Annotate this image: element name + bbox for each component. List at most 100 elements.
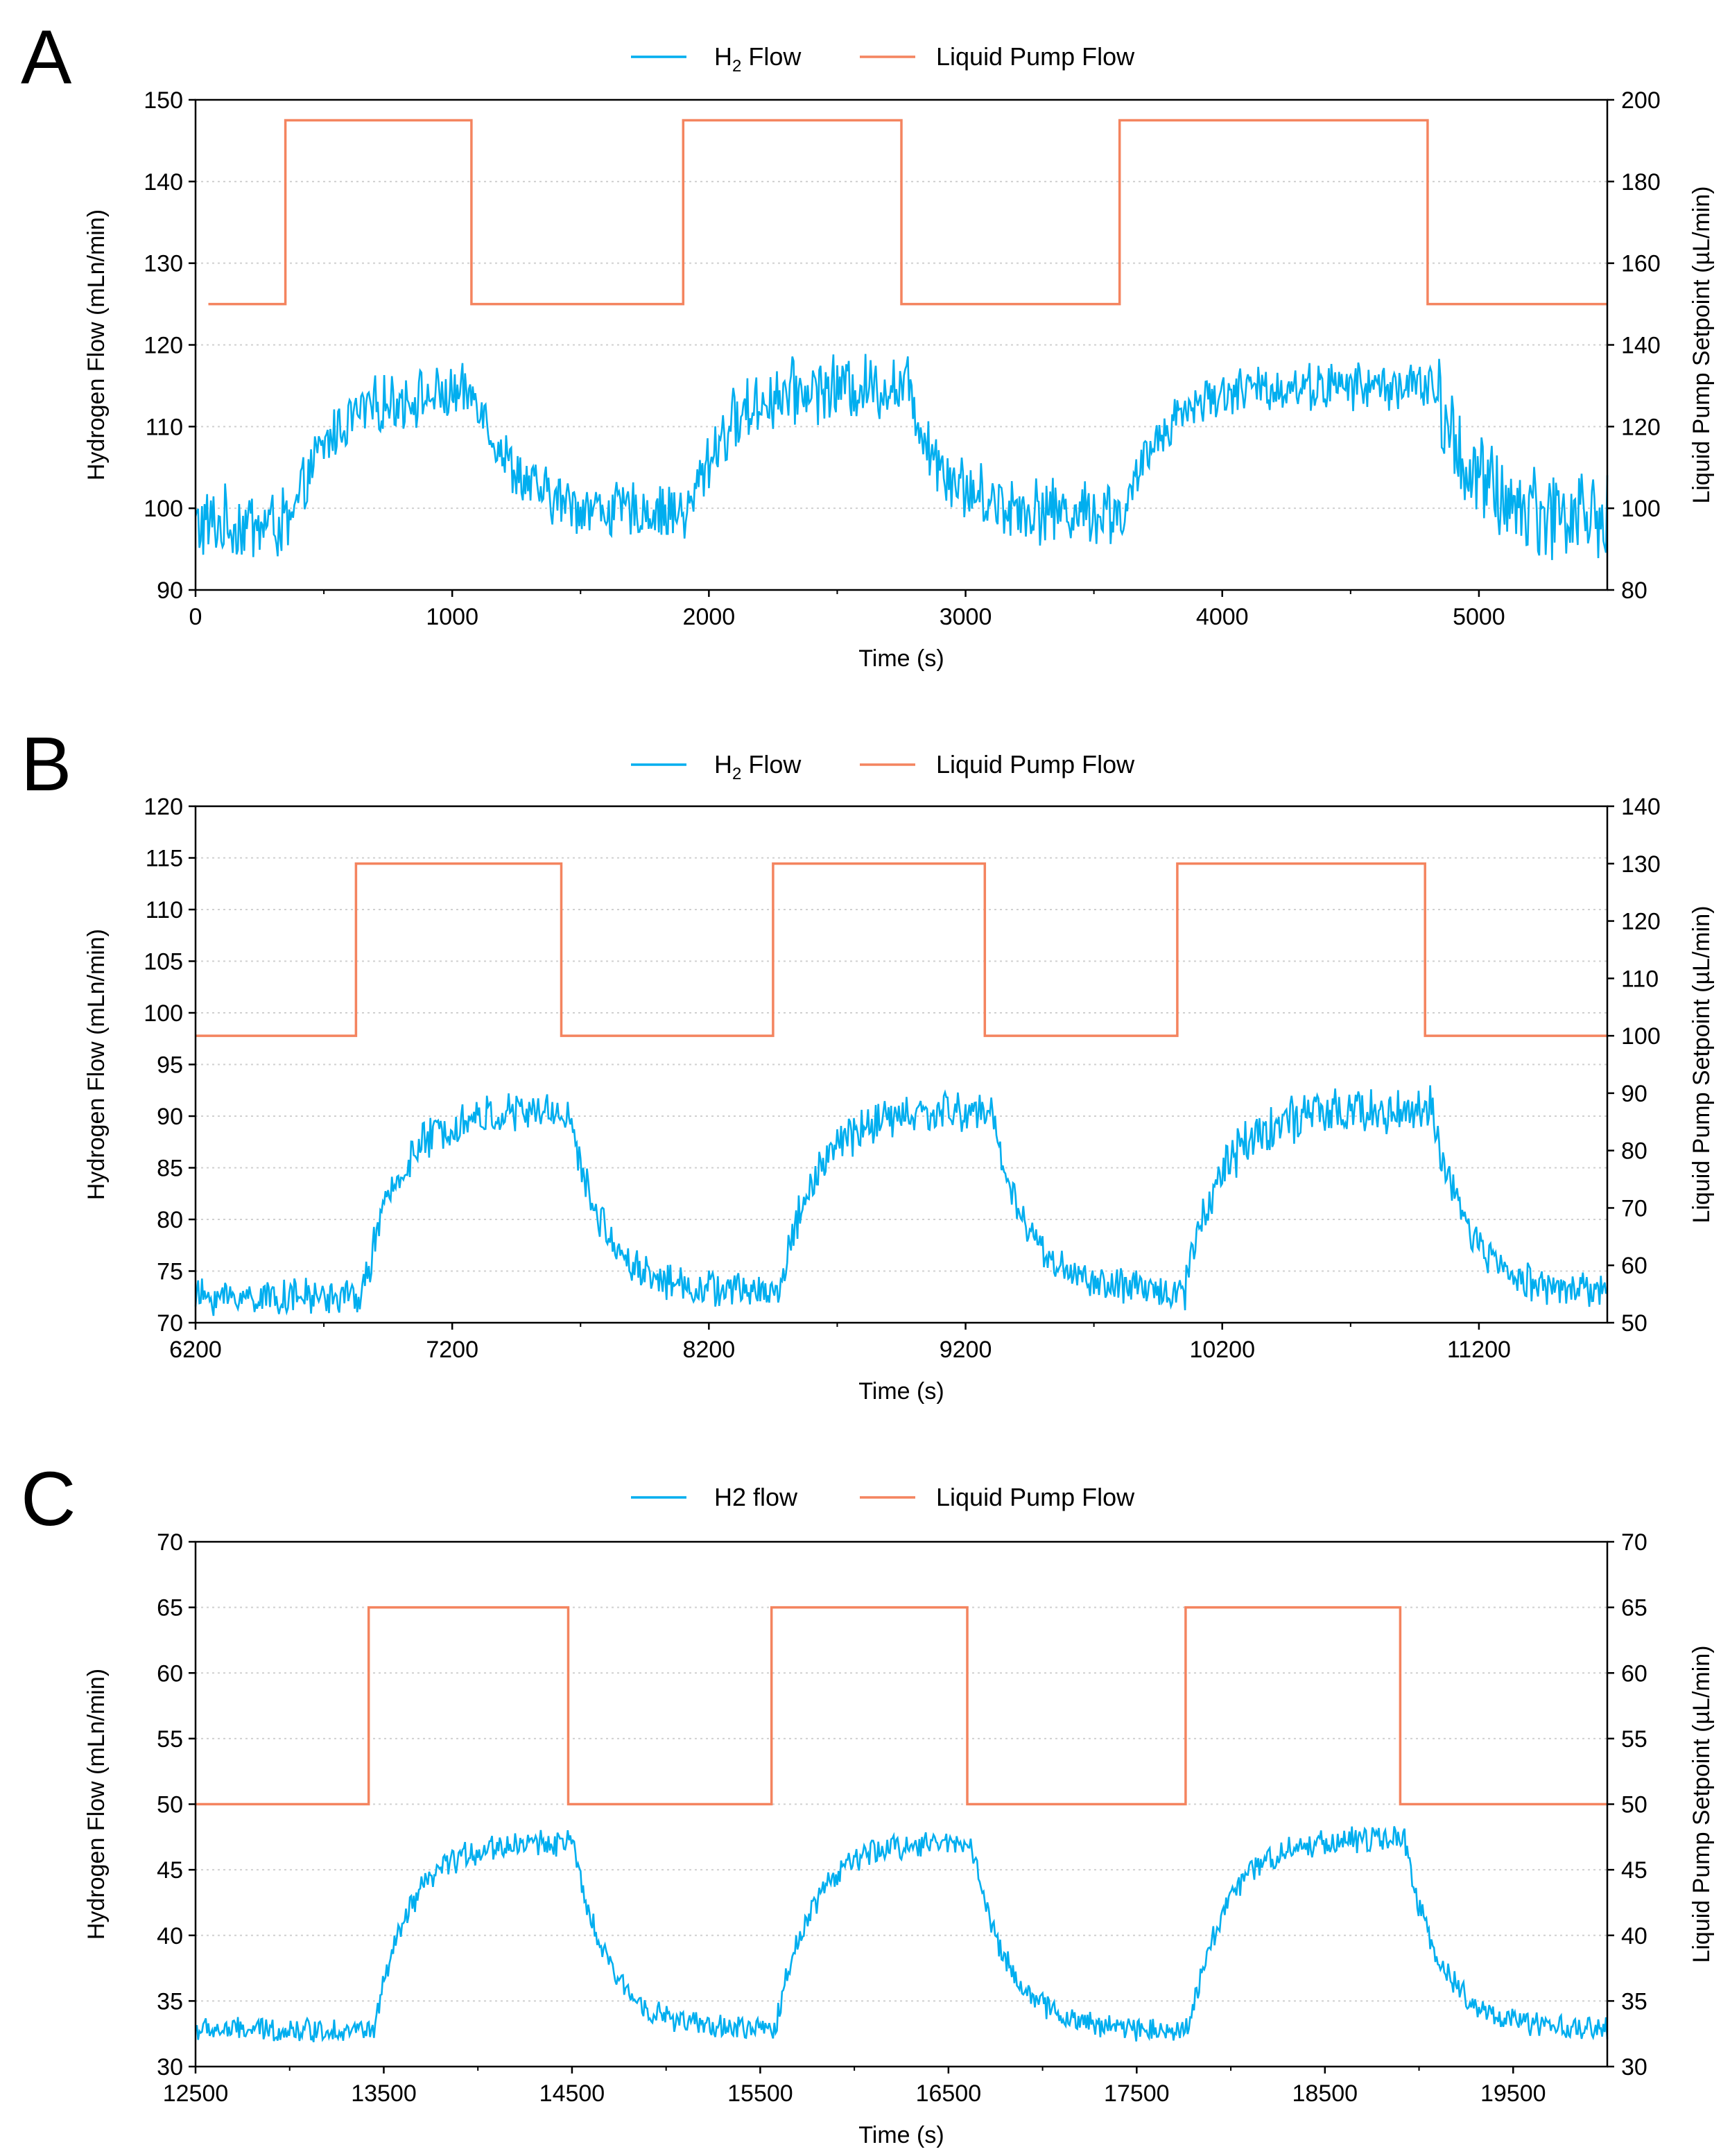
y-tick-label: 85 (157, 1156, 183, 1182)
y2-tick-label: 160 (1621, 251, 1661, 277)
x-tick-label: 1000 (426, 604, 478, 630)
series-liquid-pump-flow (208, 119, 1607, 306)
legend-label-h2: H2 Flow (714, 750, 802, 783)
chart-panel-b: B 6200 7200 8200 9200 10200 11200 70 75 80 85 90 95 1… (21, 722, 1715, 1405)
y-tick-label: 60 (157, 1660, 183, 1687)
panel-letter: A (21, 15, 72, 100)
x-axis-title: Time (s) (858, 645, 944, 672)
y-tick-label: 95 (157, 1052, 183, 1079)
chart-panel-a: A 0 1000 2000 3000 4000 5000 90 100 110 120 130 140 1… (21, 15, 1715, 672)
series-h2-flow (194, 354, 1609, 560)
y2-tick-label: 45 (1621, 1857, 1647, 1884)
y-tick-label: 70 (157, 1529, 183, 1556)
y-tick-label: 100 (144, 496, 183, 522)
y2-tick-label: 35 (1621, 1988, 1647, 2015)
y2-axis-title: Liquid Pump Setpoint (µL/min) (1688, 1645, 1715, 1963)
x-tick-label: 15500 (727, 2080, 793, 2107)
y-axis-title: Hydrogen Flow (mLn/min) (83, 929, 110, 1200)
y2-tick-label: 50 (1621, 1792, 1647, 1818)
y2-tick-label: 55 (1621, 1726, 1647, 1753)
y-tick-label: 50 (157, 1792, 183, 1818)
y-tick-label: 105 (144, 949, 183, 975)
legend: H2 Flow Liquid Pump Flow (631, 750, 1135, 783)
y2-tick-label: 110 (1621, 966, 1659, 992)
x-tick-label: 11200 (1447, 1337, 1511, 1363)
panel-letter: B (21, 722, 71, 807)
x-tick-label: 2000 (683, 604, 736, 630)
y-tick-label: 80 (157, 1207, 183, 1233)
x-tick-label: 0 (189, 604, 202, 630)
series-h2-flow (194, 1085, 1609, 1316)
y-tick-label: 40 (157, 1923, 183, 1949)
x-tick-label: 9200 (940, 1337, 992, 1363)
x-tick-label: 17500 (1104, 2080, 1170, 2107)
panel-letter: C (21, 1457, 76, 1542)
y2-tick-label: 70 (1621, 1195, 1647, 1222)
y-tick-label: 110 (146, 897, 183, 923)
legend-label-pump: Liquid Pump Flow (936, 750, 1135, 779)
y2-axis-title: Liquid Pump Setpoint (µL/min) (1688, 905, 1715, 1223)
y2-tick-label: 200 (1621, 87, 1661, 114)
y-tick-label: 35 (157, 1988, 183, 2015)
y2-tick-label: 40 (1621, 1923, 1647, 1949)
y2-tick-label: 50 (1621, 1310, 1647, 1337)
legend-h2-rest: Flow (741, 42, 802, 71)
y-tick-label: 140 (144, 169, 183, 195)
series-liquid-pump-flow (196, 1606, 1607, 1806)
series-h2-flow (194, 1826, 1609, 2043)
y2-tick-label: 30 (1621, 2054, 1647, 2080)
x-tick-label: 19500 (1480, 2080, 1546, 2107)
legend-label-h2: H2 flow (714, 1483, 798, 1511)
legend-label-pump: Liquid Pump Flow (936, 42, 1135, 71)
legend-h2-rest: Flow (741, 750, 802, 779)
x-tick-label: 4000 (1196, 604, 1249, 630)
y-tick-label: 75 (157, 1259, 183, 1285)
y2-tick-label: 180 (1621, 169, 1661, 195)
y2-tick-label: 80 (1621, 1138, 1647, 1165)
y-tick-label: 110 (146, 414, 183, 440)
y2-tick-label: 80 (1621, 577, 1647, 604)
y2-tick-label: 130 (1621, 851, 1661, 878)
legend-h2-main: H (714, 42, 732, 71)
x-tick-label: 14500 (539, 2080, 605, 2107)
y-tick-label: 90 (157, 1104, 183, 1130)
y2-tick-label: 120 (1621, 909, 1661, 935)
y-tick-label: 100 (144, 1000, 183, 1027)
y-tick-label: 65 (157, 1595, 183, 1622)
y-tick-label: 120 (144, 333, 183, 359)
x-tick-label: 18500 (1292, 2080, 1358, 2107)
legend-label-pump: Liquid Pump Flow (936, 1483, 1135, 1511)
y2-tick-label: 100 (1621, 1023, 1661, 1050)
y-axis-title: Hydrogen Flow (mLn/min) (83, 1669, 110, 1940)
y2-tick-label: 60 (1621, 1660, 1647, 1687)
y-tick-label: 70 (157, 1310, 183, 1337)
x-axis-title: Time (s) (858, 2122, 944, 2148)
legend: H2 Flow Liquid Pump Flow (631, 42, 1135, 76)
series-liquid-pump-flow (196, 862, 1607, 1037)
legend-h2-main: H (714, 750, 732, 779)
y2-tick-label: 65 (1621, 1595, 1647, 1622)
x-tick-label: 7200 (426, 1337, 478, 1363)
x-tick-label: 3000 (940, 604, 992, 630)
y2-tick-label: 70 (1621, 1529, 1647, 1556)
legend: H2 flow Liquid Pump Flow (631, 1483, 1135, 1511)
chart-panel-c: C 12500 13500 14500 15500 16500 17500 18500 1950… (21, 1457, 1715, 2148)
x-tick-label: 5000 (1453, 604, 1505, 630)
y2-tick-label: 140 (1621, 794, 1661, 820)
x-tick-label: 6200 (169, 1337, 222, 1363)
x-axis-title: Time (s) (858, 1378, 944, 1405)
y-tick-label: 90 (157, 577, 183, 604)
y-tick-label: 150 (144, 87, 183, 114)
y2-tick-label: 60 (1621, 1253, 1647, 1279)
x-tick-label: 12500 (163, 2080, 229, 2107)
legend-label-h2: H2 Flow (714, 42, 802, 76)
legend-h2-subscript: 2 (732, 765, 741, 783)
y-tick-label: 130 (144, 251, 183, 277)
y-tick-label: 30 (157, 2054, 183, 2080)
y2-axis-title: Liquid Pump Setpoint (µL/min) (1688, 186, 1715, 503)
y-tick-label: 45 (157, 1857, 183, 1884)
y-tick-label: 120 (144, 794, 183, 820)
y2-tick-label: 100 (1621, 496, 1661, 522)
y2-tick-label: 140 (1621, 333, 1661, 359)
y-tick-label: 115 (146, 846, 183, 872)
